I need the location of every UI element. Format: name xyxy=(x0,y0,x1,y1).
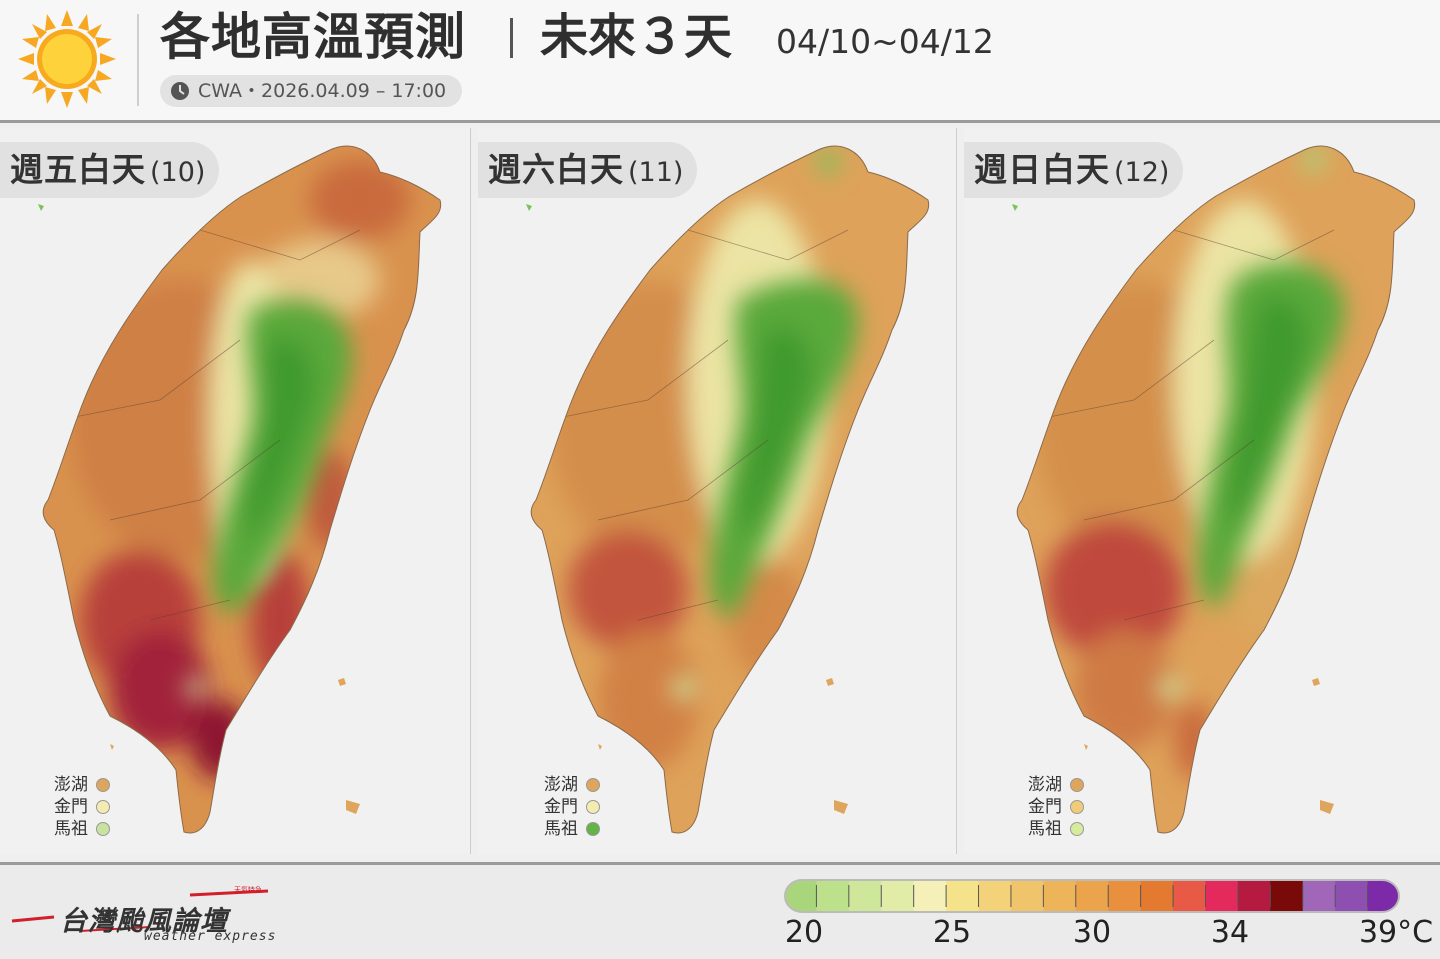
clock-icon xyxy=(171,82,189,100)
day-date: (12) xyxy=(1114,157,1170,188)
page-title: 各地高溫預測 xyxy=(160,8,466,66)
island-dot xyxy=(1070,822,1084,836)
island-name: 金門 xyxy=(54,797,88,817)
scale-tick: 20 xyxy=(784,915,824,950)
scale-segment xyxy=(1010,880,1044,912)
scale-segment xyxy=(978,880,1012,912)
scale-segment xyxy=(1367,880,1399,912)
day-label: 週日白天 (12) xyxy=(964,142,1184,198)
brand-tag: 天氣特急 xyxy=(234,886,262,894)
scale-tick: 34 xyxy=(1210,915,1250,950)
footer: 天氣特急 台灣颱風論壇 weather express 20 25 30 34 … xyxy=(0,862,1440,959)
island-dot xyxy=(96,778,110,792)
temperature-scale xyxy=(784,879,1400,913)
page-subtitle: 未來３天 xyxy=(540,9,733,65)
island-kinmen: 金門 xyxy=(1028,796,1084,818)
island-penghu: 澎湖 xyxy=(54,774,110,796)
panel-sunday: 週日白天 (12) 澎湖 金門 馬祖 xyxy=(964,128,1440,854)
island-name: 馬祖 xyxy=(1028,819,1062,839)
title-divider xyxy=(510,18,513,58)
scale-tick: 30 xyxy=(1072,915,1112,950)
scale-segment xyxy=(1270,880,1304,912)
brand-name: 台灣颱風論壇 xyxy=(60,906,228,937)
day-date: (11) xyxy=(628,157,684,188)
island-dot xyxy=(1070,778,1084,792)
island-name: 澎湖 xyxy=(54,775,88,795)
scale-segment xyxy=(1205,880,1239,912)
day-name: 週六白天 xyxy=(488,150,624,189)
brand-logo: 天氣特急 台灣颱風論壇 weather express xyxy=(10,883,280,945)
scale-segment xyxy=(1237,880,1271,912)
brand-subtitle: weather express xyxy=(144,929,277,944)
island-matsu: 馬祖 xyxy=(544,818,600,840)
scale-segment xyxy=(1108,880,1142,912)
sun-icon xyxy=(18,10,116,108)
scale-segment xyxy=(816,880,850,912)
island-legend: 澎湖 金門 馬祖 xyxy=(1028,774,1084,840)
scale-outline xyxy=(784,879,1400,913)
island-matsu: 馬祖 xyxy=(1028,818,1084,840)
scale-segment xyxy=(1075,880,1109,912)
header-divider xyxy=(137,14,139,106)
color-scale-bar xyxy=(784,879,1400,913)
scale-segment xyxy=(1173,880,1206,912)
panel-saturday: 週六白天 (11) 澎湖 金門 馬祖 xyxy=(478,128,957,854)
island-name: 馬祖 xyxy=(54,819,88,839)
header: 各地高溫預測 未來３天 04/10~04/12 CWA・2026.04.09 –… xyxy=(0,0,1440,123)
scale-segment xyxy=(848,880,882,912)
island-name: 澎湖 xyxy=(1028,775,1062,795)
island-dot xyxy=(586,778,600,792)
island-penghu: 澎湖 xyxy=(1028,774,1084,796)
scale-segment xyxy=(946,880,980,912)
scale-segment xyxy=(1302,880,1336,912)
island-matsu: 馬祖 xyxy=(54,818,110,840)
scale-segment xyxy=(913,880,947,912)
island-name: 金門 xyxy=(1028,797,1062,817)
scale-segment xyxy=(1043,880,1077,912)
day-date: (10) xyxy=(150,157,206,188)
day-name: 週五白天 xyxy=(10,150,146,189)
taiwan-map xyxy=(38,145,442,834)
scale-segment xyxy=(1335,880,1369,912)
panel-friday: 週五白天 (10) 澎湖 金門 馬祖 xyxy=(0,128,471,854)
taiwan-map xyxy=(526,145,930,834)
island-dot xyxy=(586,800,600,814)
island-dot xyxy=(96,822,110,836)
scale-segment xyxy=(881,880,915,912)
island-name: 馬祖 xyxy=(544,819,578,839)
logo-swoosh-icon xyxy=(11,889,269,932)
day-label: 週五白天 (10) xyxy=(0,142,220,198)
date-range: 04/10~04/12 xyxy=(776,22,994,61)
island-penghu: 澎湖 xyxy=(544,774,600,796)
day-label: 週六白天 (11) xyxy=(478,142,698,198)
island-legend: 澎湖 金門 馬祖 xyxy=(544,774,600,840)
scale-segment xyxy=(1140,880,1174,912)
island-legend: 澎湖 金門 馬祖 xyxy=(54,774,110,840)
source-text: CWA・2026.04.09 – 17:00 xyxy=(198,80,447,102)
island-dot xyxy=(1070,800,1084,814)
day-name: 週日白天 xyxy=(974,150,1110,189)
island-kinmen: 金門 xyxy=(54,796,110,818)
island-kinmen: 金門 xyxy=(544,796,600,818)
island-dot xyxy=(96,800,110,814)
scale-tick: 39°C xyxy=(1358,915,1434,950)
island-dot xyxy=(586,822,600,836)
island-name: 金門 xyxy=(544,797,578,817)
scale-segment xyxy=(785,880,817,912)
taiwan-map xyxy=(1012,145,1416,834)
source-badge: CWA・2026.04.09 – 17:00 xyxy=(160,75,462,107)
island-name: 澎湖 xyxy=(544,775,578,795)
scale-tick: 25 xyxy=(932,915,972,950)
